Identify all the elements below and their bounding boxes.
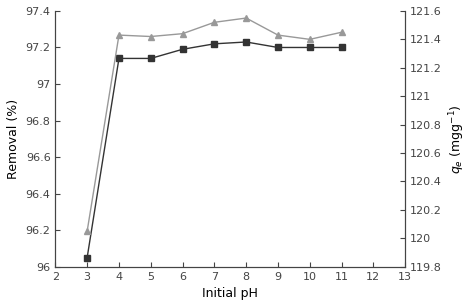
$q_e$ [211,21,217,24]
$q_e$ [339,30,345,34]
$q_e$ [116,33,122,37]
$q_e$ [275,33,281,37]
X-axis label: Initial pH: Initial pH [202,287,258,300]
Removal [275,46,281,49]
Line: Removal: Removal [84,39,345,261]
Removal [84,256,90,259]
Removal [307,46,313,49]
$q_e$ [307,37,313,41]
Removal [211,42,217,46]
Removal [116,56,122,60]
$q_e$ [180,32,185,36]
Removal [339,46,345,49]
$q_e$ [243,16,249,20]
Removal [148,56,154,60]
$q_e$ [84,229,90,233]
Line: $q_e$: $q_e$ [84,15,345,234]
Removal [243,40,249,44]
Y-axis label: Removal (%): Removal (%) [7,99,20,179]
Removal [180,48,185,51]
$q_e$ [148,35,154,38]
Y-axis label: $q_e$ (mgg$^{-1}$): $q_e$ (mgg$^{-1}$) [447,104,467,174]
